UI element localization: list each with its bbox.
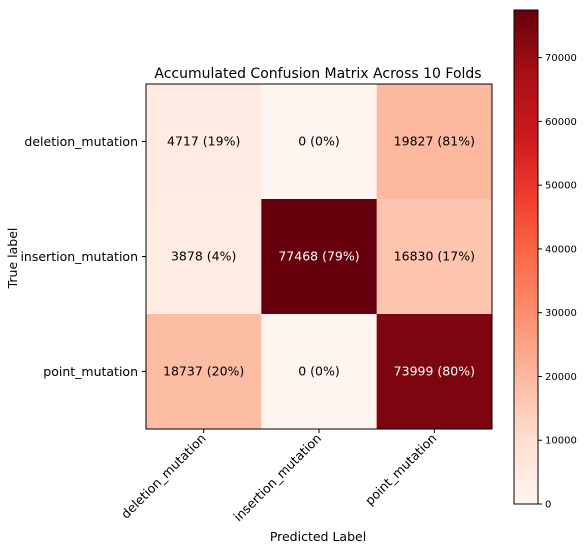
cell-value-label: 3878 (4%): [171, 249, 236, 264]
colorbar-tick-label: 60000: [545, 117, 577, 128]
cell-value-label: 0 (0%): [298, 134, 340, 149]
colorbar-tick-label: 50000: [545, 181, 577, 192]
colorbar-tick-label: 0: [545, 500, 551, 511]
colorbar-tick-label: 20000: [545, 372, 577, 383]
heatmap-cell: [261, 314, 378, 430]
colorbar-tick-label: 40000: [545, 244, 577, 255]
y-axis-label: True label: [5, 228, 20, 290]
cell-value-label: 4717 (19%): [167, 134, 240, 149]
y-tick-label: deletion_mutation: [24, 134, 138, 149]
cell-value-label: 16830 (17%): [394, 249, 475, 264]
cell-value-label: 18737 (20%): [163, 364, 244, 379]
x-tick-label: deletion_mutation: [118, 431, 209, 522]
x-tick-label: point_mutation: [362, 431, 440, 509]
x-tick-label: insertion_mutation: [230, 431, 324, 525]
chart-title: Accumulated Confusion Matrix Across 10 F…: [154, 66, 481, 82]
colorbar-tick-label: 30000: [545, 308, 577, 319]
heatmap-cell: [376, 84, 493, 200]
heatmap-cells: 4717 (19%) 0 (0%) 19827 (81%) 3878 (4%) 7746…: [146, 84, 493, 430]
y-tick-label: point_mutation: [43, 364, 138, 379]
cell-value-label: 19827 (81%): [394, 134, 475, 149]
heatmap-cell: [376, 314, 493, 430]
colorbar: [513, 9, 539, 505]
colorbar-tick-label: 70000: [545, 53, 577, 64]
x-axis-label: Predicted Label: [270, 529, 366, 544]
heatmap-cell: [146, 314, 262, 430]
cell-value-label: 73999 (80%): [394, 364, 475, 379]
heatmap-cell: [261, 199, 378, 315]
heatmap-cell: [146, 84, 262, 200]
heatmap-cell: [146, 199, 262, 315]
y-tick-label: insertion_mutation: [20, 249, 138, 264]
cell-value-label: 77468 (79%): [278, 249, 359, 264]
colorbar-tick-label: 10000: [545, 436, 577, 447]
colorbar-ticks: 0 10000 20000 30000 40000 50000 60000 70000: [538, 53, 577, 511]
heatmap-cell: [376, 199, 493, 315]
heatmap-cell: [261, 84, 378, 200]
cell-value-label: 0 (0%): [298, 364, 340, 379]
